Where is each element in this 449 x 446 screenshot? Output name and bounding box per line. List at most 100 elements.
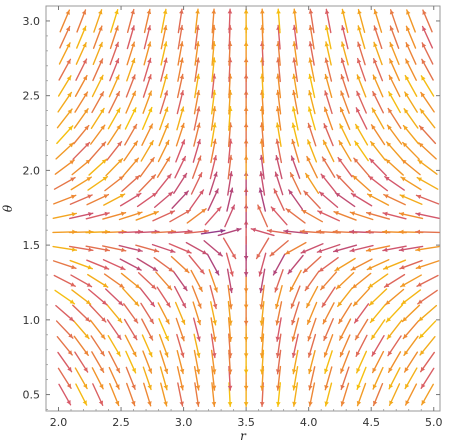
field-arrow (301, 209, 324, 223)
field-arrow (57, 367, 72, 389)
field-arrow-head (373, 9, 379, 15)
field-arrow-head (179, 401, 184, 407)
field-arrow (415, 260, 440, 270)
field-arrow (174, 285, 187, 309)
field-arrow-head (83, 108, 89, 114)
field-arrow-head (275, 352, 281, 358)
field-arrow-head (292, 58, 297, 63)
field-arrow (336, 174, 354, 193)
field-arrow-head (165, 157, 170, 162)
field-arrow (404, 383, 418, 406)
field-arrow-head (104, 247, 110, 253)
field-arrow (337, 156, 353, 178)
field-arrow-head (257, 205, 262, 210)
field-arrow (420, 75, 435, 97)
field-arrow-head (114, 400, 120, 406)
field-arrow-head (416, 194, 422, 200)
field-arrow-head (292, 25, 297, 30)
field-arrow (142, 90, 153, 114)
field-arrow-head (308, 9, 314, 14)
field-arrow-head (258, 188, 264, 193)
field-arrow-head (182, 285, 187, 291)
field-arrow (107, 334, 121, 357)
field-arrow-head (149, 157, 155, 163)
field-arrow (210, 106, 217, 131)
field-arrow-head (340, 42, 346, 47)
field-arrow (356, 382, 367, 407)
field-arrow-head (88, 211, 93, 217)
field-arrow (75, 42, 87, 65)
field-arrow-head (181, 156, 186, 162)
field-arrow (356, 90, 367, 114)
field-arrow-head (382, 229, 388, 235)
field-arrow (70, 274, 93, 288)
field-arrow-head (195, 9, 200, 14)
field-arrow-head (101, 159, 107, 164)
field-arrow-head (168, 267, 174, 272)
field-arrow-head (405, 59, 410, 64)
field-arrow-head (230, 205, 235, 210)
field-arrow (142, 74, 152, 98)
field-arrow-head (133, 141, 138, 146)
x-tick-label: 2.5 (112, 416, 130, 429)
field-arrow (211, 8, 217, 34)
field-arrow (307, 333, 317, 358)
field-arrow (88, 288, 108, 306)
field-arrow (89, 141, 107, 161)
field-arrow (74, 91, 89, 113)
field-arrow (76, 9, 87, 33)
field-arrow-head (321, 174, 326, 179)
field-arrow (300, 243, 324, 254)
field-arrow-head (70, 177, 76, 182)
field-arrow-head (195, 25, 200, 30)
field-arrow (177, 41, 184, 66)
field-arrow-head (179, 90, 185, 96)
field-arrow (137, 272, 157, 290)
field-arrow (190, 269, 203, 292)
field-arrow-head (184, 268, 189, 273)
field-arrow (323, 106, 334, 131)
field-arrow (350, 192, 373, 207)
field-arrow (123, 303, 139, 324)
field-arrow (209, 285, 218, 310)
field-arrow (291, 122, 300, 147)
field-arrow (250, 227, 275, 237)
field-arrow (388, 91, 401, 114)
field-arrow-head (387, 125, 392, 130)
field-arrow-head (275, 336, 281, 342)
field-arrow (75, 383, 88, 406)
field-arrow-head (274, 172, 279, 177)
field-arrow-head (130, 9, 135, 15)
field-arrow-head (307, 319, 312, 325)
field-arrow-head (373, 58, 378, 64)
field-arrow-head (291, 352, 297, 358)
field-arrow-head (214, 270, 219, 275)
field-arrow-head (117, 317, 122, 323)
field-arrow-head (366, 211, 372, 217)
field-arrow (403, 351, 419, 373)
field-arrow-head (384, 282, 390, 288)
field-arrow-head (118, 176, 124, 181)
field-arrow-head (370, 317, 375, 323)
field-arrow-head (405, 75, 410, 81)
field-arrow-head (290, 156, 296, 161)
field-arrow-head (164, 352, 169, 357)
field-arrow (109, 382, 120, 407)
field-arrow-head (275, 320, 280, 325)
field-arrow-head (183, 191, 189, 196)
field-arrow (290, 285, 301, 309)
field-arrow (118, 211, 143, 221)
field-arrow-head (383, 194, 389, 199)
field-arrow (208, 171, 218, 196)
field-arrow (160, 24, 168, 50)
field-arrow (292, 382, 299, 407)
field-arrow (402, 124, 420, 145)
field-arrow-head (135, 283, 140, 289)
field-arrow (126, 57, 136, 82)
field-arrow-head (213, 287, 218, 292)
field-arrow-head (388, 350, 393, 356)
field-arrow-head (335, 192, 341, 198)
field-arrow-head (167, 192, 173, 197)
field-arrow-head (180, 107, 185, 112)
field-arrow-head (323, 352, 329, 357)
